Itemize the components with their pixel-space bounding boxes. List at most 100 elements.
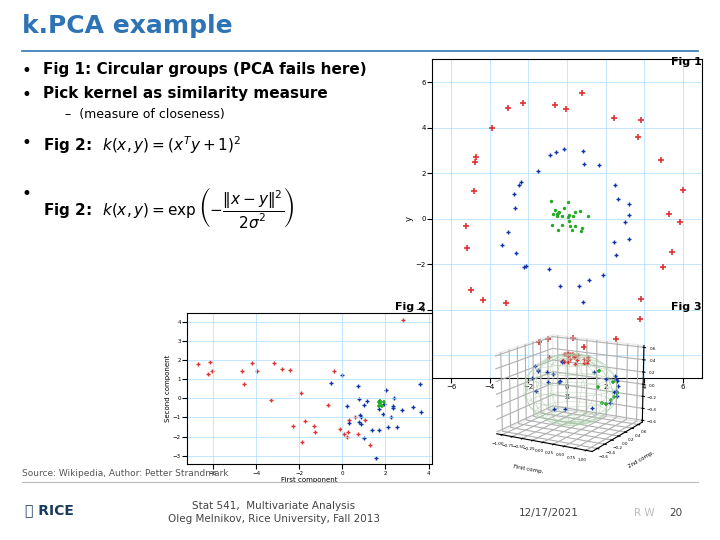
Point [486, 124, 498, 133]
Text: Source: Wikipedia, Author: Petter Strandmark: Source: Wikipedia, Author: Petter Strand… [22, 469, 228, 478]
Point [566, 225, 577, 234]
Point [265, 396, 276, 404]
Point [378, 398, 390, 407]
Point [552, 211, 563, 220]
Point [563, 217, 575, 225]
Point [373, 426, 384, 434]
Point [374, 397, 385, 406]
Point [569, 222, 580, 231]
Point [678, 186, 689, 194]
Point [562, 198, 573, 206]
Point [624, 211, 635, 219]
Point [251, 367, 263, 375]
Point [562, 212, 574, 221]
Point [397, 316, 408, 325]
Point [546, 221, 558, 230]
Point [276, 365, 288, 374]
Point [207, 366, 218, 375]
Point [573, 282, 585, 291]
Text: Oleg Melnikov, Rice University, Fall 2013: Oleg Melnikov, Rice University, Fall 201… [168, 514, 379, 524]
Point [577, 298, 588, 306]
Point [561, 105, 572, 113]
Point [674, 218, 685, 226]
Point [635, 294, 647, 303]
Point [567, 212, 578, 220]
Point [338, 429, 350, 438]
Point [556, 220, 567, 229]
Point [575, 226, 586, 235]
Point [468, 187, 480, 195]
Point [374, 404, 385, 413]
Point [334, 425, 346, 434]
Point [309, 427, 320, 436]
Point [509, 204, 521, 212]
Text: Fig 2:  $k(x, y) = (x^Ty + 1)^2$: Fig 2: $k(x, y) = (x^Ty + 1)^2$ [43, 134, 242, 156]
X-axis label: First comp.: First comp. [513, 464, 544, 475]
Point [204, 357, 215, 366]
Point [552, 226, 564, 234]
Point [353, 418, 364, 427]
Point [391, 422, 402, 431]
Point [577, 89, 588, 98]
Point [577, 147, 589, 156]
Point [296, 438, 307, 447]
Point [387, 403, 399, 412]
Point [620, 218, 631, 226]
Point [325, 379, 337, 387]
Point [564, 211, 575, 219]
Point [558, 204, 570, 212]
Point [359, 415, 371, 424]
Text: 20: 20 [670, 508, 683, 518]
Text: 12/17/2021: 12/17/2021 [518, 508, 578, 518]
Point [300, 416, 311, 425]
X-axis label: First component: First component [282, 477, 338, 483]
Point [284, 366, 295, 375]
Point [516, 177, 527, 186]
Point [342, 427, 354, 436]
Y-axis label: y: y [405, 216, 414, 221]
Point [415, 379, 426, 388]
Point [552, 208, 564, 217]
Point [543, 334, 554, 343]
Point [518, 263, 530, 272]
Point [364, 441, 376, 449]
Point [608, 113, 620, 122]
Point [543, 265, 554, 274]
Point [343, 416, 355, 425]
Point [460, 222, 472, 231]
Point [342, 402, 354, 410]
Point [544, 151, 555, 160]
Point [202, 369, 214, 378]
Point [295, 389, 307, 398]
Text: •: • [22, 134, 32, 152]
Point [608, 238, 620, 247]
Text: Pick kernel as similarity measure: Pick kernel as similarity measure [43, 86, 328, 102]
Y-axis label: 2nd comp.: 2nd comp. [628, 449, 656, 469]
Point [496, 241, 508, 249]
Point [564, 221, 575, 230]
Point [663, 210, 675, 218]
Point [387, 402, 399, 410]
Text: –  (measure of closeness): – (measure of closeness) [65, 108, 225, 121]
Point [569, 207, 580, 216]
Point [352, 381, 364, 390]
Point [550, 147, 562, 156]
Point [407, 402, 418, 411]
Point [415, 407, 427, 416]
Point [578, 160, 590, 168]
Point [246, 358, 258, 367]
Text: Fig 3: Fig 3 [670, 302, 701, 313]
Point [269, 359, 280, 367]
Text: Stat 541,  Multivariate Analysis: Stat 541, Multivariate Analysis [192, 501, 355, 511]
Point [502, 228, 513, 237]
Point [470, 152, 482, 161]
Point [508, 190, 520, 199]
Point [377, 402, 388, 411]
Point [576, 223, 588, 232]
Point [466, 286, 477, 295]
Point [359, 401, 370, 409]
Point [578, 343, 590, 352]
Text: R W: R W [634, 508, 654, 518]
Point [655, 156, 667, 165]
Point [322, 401, 333, 409]
